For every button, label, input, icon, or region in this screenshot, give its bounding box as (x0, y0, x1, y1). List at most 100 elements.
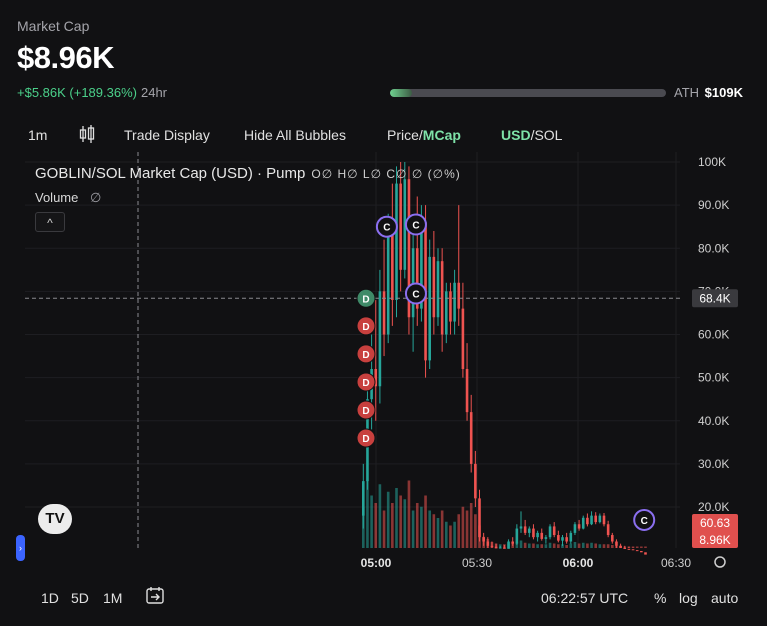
hide-bubbles-button[interactable]: Hide All Bubbles (244, 127, 346, 143)
candle-body (561, 537, 564, 541)
ohlc-readout: O∅ H∅ L∅ C∅ ∅ (∅%) (311, 167, 461, 181)
candle-body (478, 498, 481, 538)
dev-trade-bubble[interactable]: D (356, 428, 376, 448)
dev-trade-bubble[interactable]: D (356, 316, 376, 336)
volume-bar (565, 545, 568, 548)
crosshair-price-tag (692, 289, 738, 308)
auto-scale-button[interactable]: auto (711, 590, 739, 606)
interval-selector[interactable]: 1m (28, 127, 48, 143)
candle-body (440, 261, 444, 335)
volume-bar (523, 542, 527, 548)
candle-body (640, 550, 643, 553)
volume-bar (586, 543, 589, 548)
candle-body (606, 524, 610, 536)
candle-body (523, 526, 527, 533)
candle-body (469, 412, 473, 464)
candle-body (515, 528, 519, 544)
candle-body (565, 537, 568, 542)
candle-body (494, 546, 498, 549)
candle-body (374, 369, 378, 387)
percent-scale-button[interactable]: % (654, 590, 667, 606)
volume-bar (474, 514, 477, 548)
trade-display-button[interactable]: Trade Display (124, 127, 210, 143)
candle-body (619, 545, 622, 548)
bubble-circle (404, 282, 427, 305)
creator-trade-bubble[interactable]: C (633, 508, 656, 531)
collapse-legend-button[interactable]: ^ (35, 212, 65, 232)
candle-body (615, 541, 618, 546)
bubble-letter: D (362, 378, 369, 389)
dev-trade-bubble[interactable]: D (356, 288, 376, 308)
candle-body (482, 537, 485, 542)
bubble-circle (356, 372, 376, 392)
candle-body (407, 179, 411, 318)
bubble-circle (375, 215, 398, 238)
dev-trade-bubble[interactable]: D (356, 344, 376, 364)
bubble-circle (633, 508, 656, 531)
candle-body (540, 532, 544, 539)
candle-body (532, 528, 535, 538)
y-tick-label: 90.0K (698, 198, 729, 212)
candle-body (420, 222, 423, 309)
change-value: +$5.86K (+189.36%) (17, 85, 137, 100)
volume-bar (399, 495, 402, 548)
candle-body (386, 226, 390, 335)
bubble-letter: D (362, 434, 369, 445)
candle-body (586, 517, 589, 525)
volume-bars (362, 480, 647, 548)
candle-body (490, 545, 494, 547)
tradingview-logo-icon[interactable]: TV (38, 504, 72, 534)
ath-label: ATH (674, 85, 700, 100)
date-range-icon[interactable] (145, 586, 167, 609)
creator-trade-bubble[interactable]: C (375, 215, 398, 238)
volume-bar (569, 543, 573, 548)
volume-bar (581, 542, 585, 548)
volume-bar (532, 543, 535, 548)
crosshair (25, 152, 680, 548)
price-option: Price/ (387, 127, 423, 143)
bubble-circle (356, 400, 376, 420)
candle-body (602, 515, 606, 525)
volume-bar (374, 503, 378, 548)
price-mcap-toggle[interactable]: Price/MCap (387, 127, 461, 143)
y-tick-label: 100K (698, 155, 726, 169)
candlestick-icon[interactable] (78, 124, 96, 147)
ath-display: ATH $109K (674, 85, 743, 100)
range-1m-button[interactable]: 1M (103, 590, 123, 606)
bubble-letter: C (412, 221, 419, 232)
y-tick-label: 80.0K (698, 241, 729, 255)
candles (362, 162, 647, 555)
log-scale-button[interactable]: log (679, 590, 698, 606)
candle-body (627, 548, 631, 550)
range-1d-button[interactable]: 1D (41, 590, 59, 606)
volume-bar (519, 540, 523, 548)
candle-body (474, 463, 477, 499)
market-cap-value: $8.96K (17, 40, 114, 75)
axis-settings-icon[interactable] (714, 556, 726, 568)
bottom-toolbar: 1D 5D 1M 06:22:57 UTC % log auto (0, 580, 767, 614)
volume-legend: Volume ∅ (35, 190, 101, 206)
candle-body (428, 256, 431, 361)
dev-trade-bubble[interactable]: D (356, 400, 376, 420)
bubble-letter: C (412, 290, 419, 301)
ath-value: $109K (704, 85, 743, 100)
creator-trade-bubble[interactable]: C (404, 282, 427, 305)
dev-trade-bubble[interactable]: D (356, 372, 376, 392)
usd-sol-toggle[interactable]: USD/SOL (501, 127, 562, 143)
candle-body (569, 532, 573, 542)
volume-bar (457, 514, 461, 548)
volume-bar (594, 543, 597, 548)
chart-legend-title: GOBLIN/SOL Market Cap (USD) · Pump O∅ H∅ … (35, 165, 461, 182)
candle-body (581, 517, 585, 529)
drawer-handle-icon[interactable]: › (16, 535, 25, 561)
candle-body (415, 248, 419, 309)
trade-markers: D D D D D D C C C C (356, 213, 656, 531)
range-5d-button[interactable]: 5D (71, 590, 89, 606)
candle-body (577, 524, 581, 529)
candle-body (544, 537, 548, 539)
bubble-letter: D (362, 294, 369, 305)
candle-body (611, 535, 614, 542)
creator-trade-bubble[interactable]: C (404, 213, 427, 236)
